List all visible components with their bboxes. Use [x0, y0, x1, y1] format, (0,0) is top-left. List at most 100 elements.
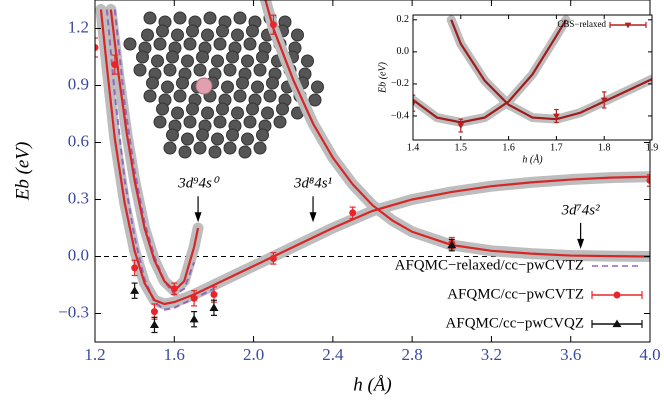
carbon-atom	[182, 55, 194, 67]
carbon-atom	[309, 94, 321, 106]
x-tick-label: 3.2	[481, 345, 502, 364]
carbon-atom	[232, 29, 244, 41]
data-point	[209, 303, 218, 311]
y-axis-label: Eb (eV)	[12, 142, 33, 202]
y-tick-label: −0.3	[58, 302, 89, 321]
carbon-atom	[227, 51, 239, 63]
x-tick-label: 1.4	[407, 142, 420, 153]
carbon-atom	[187, 25, 199, 37]
x-tick-label: 2.0	[243, 345, 264, 364]
carbon-atom	[202, 107, 214, 119]
legend-label: AFQMC/cc−pwCVTZ	[447, 286, 584, 302]
carbon-atom	[154, 116, 166, 128]
data-point	[131, 264, 138, 271]
carbon-atom	[262, 107, 274, 119]
carbon-atom	[234, 12, 246, 24]
carbon-atom	[137, 51, 149, 63]
carbon-atom	[312, 81, 324, 93]
carbon-atom	[197, 51, 209, 63]
carbon-atom	[242, 133, 254, 145]
carbon-atom	[202, 29, 214, 41]
annotation-arrowhead	[310, 212, 317, 222]
carbon-atom	[217, 103, 229, 115]
carbon-atom	[239, 146, 251, 158]
cobalt-atom	[196, 78, 212, 94]
carbon-atom	[274, 116, 286, 128]
carbon-atom	[167, 129, 179, 141]
carbon-atom	[144, 90, 156, 102]
carbon-atom	[212, 133, 224, 145]
y-tick-label: 0.0	[397, 46, 410, 57]
carbon-atom	[254, 142, 266, 154]
data-point	[191, 295, 198, 302]
y-tick-label: −0.2	[391, 78, 409, 89]
data-point	[150, 320, 159, 328]
carbon-atom	[247, 103, 259, 115]
carbon-atom	[244, 116, 256, 128]
carbon-atom	[144, 12, 156, 24]
x-axis-label: h (Å)	[353, 374, 392, 395]
data-point	[190, 315, 199, 323]
carbon-atom	[302, 55, 314, 67]
data-point	[130, 286, 139, 294]
carbon-atom	[197, 129, 209, 141]
data-point	[270, 21, 277, 28]
annotation: 3d⁸4s¹	[293, 176, 333, 192]
carbon-atom	[154, 38, 166, 50]
carbon-atom	[264, 90, 276, 102]
annotation-arrowhead	[577, 239, 584, 249]
carbon-atom	[257, 51, 269, 63]
carbon-atom	[242, 55, 254, 67]
carbon-atom	[142, 29, 154, 41]
carbon-atom	[184, 38, 196, 50]
y-tick-label: 0.9	[68, 74, 89, 93]
carbon-atom	[172, 29, 184, 41]
carbon-atom	[134, 64, 146, 76]
x-tick-label: 1.2	[84, 345, 105, 364]
carbon-atom	[214, 116, 226, 128]
x-tick-label: 1.9	[646, 142, 659, 153]
x-tick-label: 1.6	[502, 142, 515, 153]
y-tick-label: 0.0	[68, 245, 89, 264]
carbon-atom	[164, 64, 176, 76]
x-tick-label: 4.0	[639, 345, 660, 364]
legend-label: CBS−relaxed	[557, 19, 606, 29]
carbon-atom	[172, 107, 184, 119]
legend-label: AFQMC−relaxed/cc−pwCVTZ	[395, 257, 584, 273]
x-tick-label: 2.8	[402, 345, 423, 364]
annotation: 3d⁹4s⁰	[177, 176, 220, 192]
y-tick-label: 0.2	[397, 14, 410, 25]
x-tick-label: 2.4	[322, 345, 344, 364]
carbon-atom	[179, 146, 191, 158]
carbon-atom	[162, 81, 174, 93]
carbon-atom	[267, 77, 279, 89]
carbon-atom	[177, 77, 189, 89]
carbon-atom	[224, 64, 236, 76]
carbon-atom	[252, 81, 264, 93]
carbon-atom	[244, 38, 256, 50]
y-tick-label: 0.6	[68, 131, 89, 150]
carbon-atom	[222, 81, 234, 93]
carbon-atom	[152, 55, 164, 67]
carbon-atom	[194, 142, 206, 154]
data-point	[111, 61, 118, 68]
data-point	[151, 308, 158, 315]
legend-label: AFQMC/cc−pwCVQZ	[446, 315, 584, 331]
carbon-atom	[194, 64, 206, 76]
carbon-atom	[174, 12, 186, 24]
x-tick-label: 1.5	[455, 142, 468, 153]
data-point	[210, 291, 217, 298]
x-tick-label: 1.8	[598, 142, 611, 153]
carbon-atom	[292, 29, 304, 41]
y-tick-label: 1.2	[68, 17, 89, 36]
carbon-atom	[277, 103, 289, 115]
x-tick-label: 1.7	[550, 142, 563, 153]
annotation-arrowhead	[195, 212, 202, 222]
data-point	[270, 255, 277, 262]
carbon-atom	[187, 103, 199, 115]
figure: 1.21.62.02.42.83.23.64.0−0.30.00.30.60.9…	[0, 0, 664, 405]
carbon-atom	[212, 55, 224, 67]
x-tick-label: 1.6	[164, 345, 185, 364]
carbon-atom	[227, 129, 239, 141]
